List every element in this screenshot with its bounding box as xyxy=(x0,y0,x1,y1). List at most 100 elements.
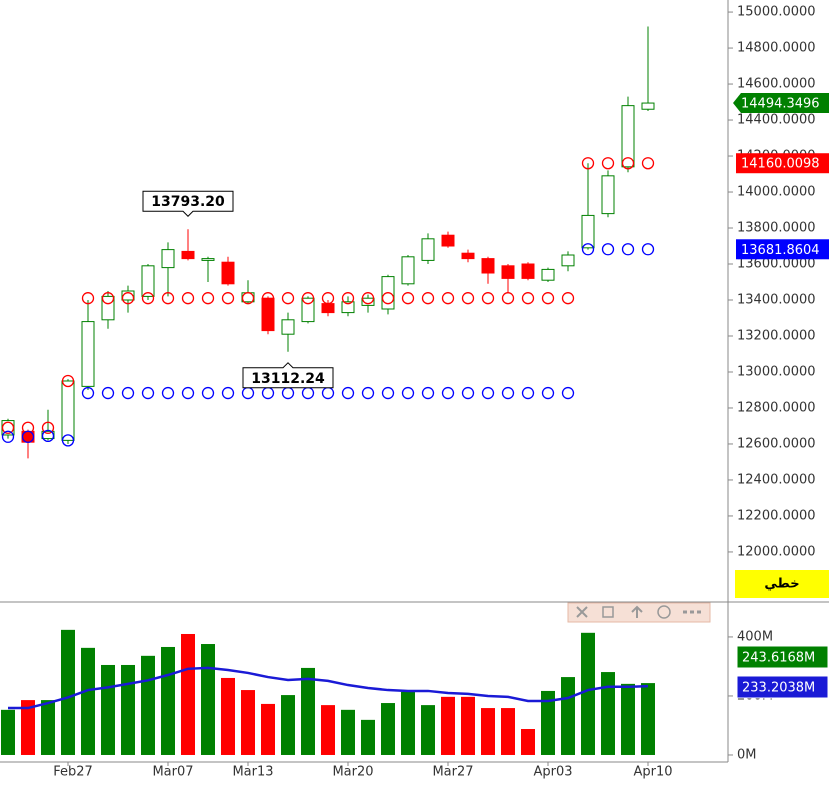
candle-body xyxy=(281,319,295,335)
volume-bar xyxy=(481,708,495,755)
x-tick-label: Apr10 xyxy=(633,765,672,780)
volume-bar xyxy=(641,683,655,755)
y-tick-label: 12400.0000 xyxy=(737,472,816,487)
level-marker xyxy=(21,421,35,434)
price-badge: 14494.3496 xyxy=(733,93,829,114)
level-marker xyxy=(581,157,595,170)
level-marker xyxy=(1,421,15,434)
badge-label: 233.2038M xyxy=(742,681,815,696)
candle-body xyxy=(441,234,455,247)
volume-bar xyxy=(601,672,615,755)
level-marker xyxy=(501,386,515,400)
y-tick-label: 13000.0000 xyxy=(737,364,816,379)
level-marker xyxy=(141,292,155,305)
candle-body xyxy=(321,303,335,314)
badge-bg xyxy=(736,675,829,699)
x-tick-label: Apr03 xyxy=(533,765,572,780)
level-marker xyxy=(361,292,375,305)
candle-body xyxy=(181,250,195,260)
maximize-icon[interactable] xyxy=(602,606,614,618)
level-marker xyxy=(201,292,215,305)
annotation-label: 13793.20 xyxy=(151,194,225,210)
candle-body xyxy=(341,301,355,314)
volume-bar xyxy=(521,729,535,755)
volume-bar xyxy=(381,703,395,755)
candle-body xyxy=(541,268,555,281)
level-marker xyxy=(141,386,155,400)
y-tick-label: 14400.0000 xyxy=(737,113,816,128)
candle-body xyxy=(141,265,155,297)
volume-bar xyxy=(501,708,515,755)
level-marker xyxy=(601,157,615,170)
candle-body xyxy=(481,258,495,274)
candle-body xyxy=(581,214,595,249)
volume-badge: 243.6168M xyxy=(736,645,829,669)
badge-bg xyxy=(736,239,829,260)
level-marker xyxy=(481,386,495,400)
volume-bar xyxy=(101,664,115,755)
level-marker xyxy=(161,386,175,400)
volume-bar xyxy=(241,690,255,755)
badge-label: 243.6168M xyxy=(742,651,815,666)
volume-bar xyxy=(81,647,95,755)
level-marker xyxy=(521,386,535,400)
level-marker xyxy=(621,243,635,256)
settings-icon[interactable] xyxy=(657,605,671,619)
level-marker xyxy=(401,386,415,400)
volume-bar xyxy=(401,691,415,755)
level-marker xyxy=(81,386,95,400)
level-marker xyxy=(161,292,175,305)
level-marker xyxy=(1,430,15,443)
level-marker xyxy=(101,386,115,400)
y-tick-label: 14600.0000 xyxy=(737,77,816,92)
level-marker xyxy=(381,386,395,400)
badge-label: 14494.3496 xyxy=(741,97,820,112)
volume-bar xyxy=(561,677,575,755)
level-marker xyxy=(401,292,415,305)
candle-body xyxy=(641,102,655,110)
candle-body xyxy=(521,263,535,279)
level-marker xyxy=(181,292,195,305)
badge-bg xyxy=(736,153,829,174)
candle-body xyxy=(121,290,135,301)
level-marker xyxy=(441,386,455,400)
badge-label: 14160.0098 xyxy=(741,157,820,172)
level-marker xyxy=(481,292,495,305)
badge-bg xyxy=(733,93,829,114)
volume-bar xyxy=(321,705,335,755)
candle-body xyxy=(361,297,375,306)
level-marker xyxy=(281,386,295,400)
volume-bar xyxy=(461,696,475,755)
up-icon[interactable] xyxy=(631,605,643,618)
level-marker xyxy=(541,386,555,400)
badge-bg xyxy=(736,645,829,669)
level-marker xyxy=(221,386,235,400)
level-marker xyxy=(581,243,595,256)
level-marker xyxy=(101,292,115,305)
candle-body xyxy=(161,249,175,269)
candle-body xyxy=(301,297,315,323)
level-marker xyxy=(301,292,315,305)
level-marker xyxy=(561,386,575,400)
level-marker xyxy=(21,430,35,443)
candle-body xyxy=(401,256,415,285)
volume-bar xyxy=(61,629,75,755)
panel-toolbar[interactable] xyxy=(567,602,711,623)
level-marker xyxy=(121,292,135,305)
level-marker xyxy=(421,292,435,305)
volume-bar xyxy=(341,709,355,755)
y-tick-label: 13200.0000 xyxy=(737,328,816,343)
volume-bar xyxy=(421,705,435,755)
candle-body xyxy=(421,238,435,261)
level-marker xyxy=(621,157,635,170)
indicator-badge: خطي xyxy=(764,577,799,592)
level-marker xyxy=(41,429,55,443)
level-marker xyxy=(461,292,475,305)
volume-bar xyxy=(301,667,315,755)
level-marker xyxy=(461,386,475,400)
close-icon[interactable] xyxy=(576,606,588,618)
price-badge: 14160.0098 xyxy=(736,153,829,174)
annotation-label: 13112.24 xyxy=(251,371,325,387)
volume-bar xyxy=(21,700,35,755)
